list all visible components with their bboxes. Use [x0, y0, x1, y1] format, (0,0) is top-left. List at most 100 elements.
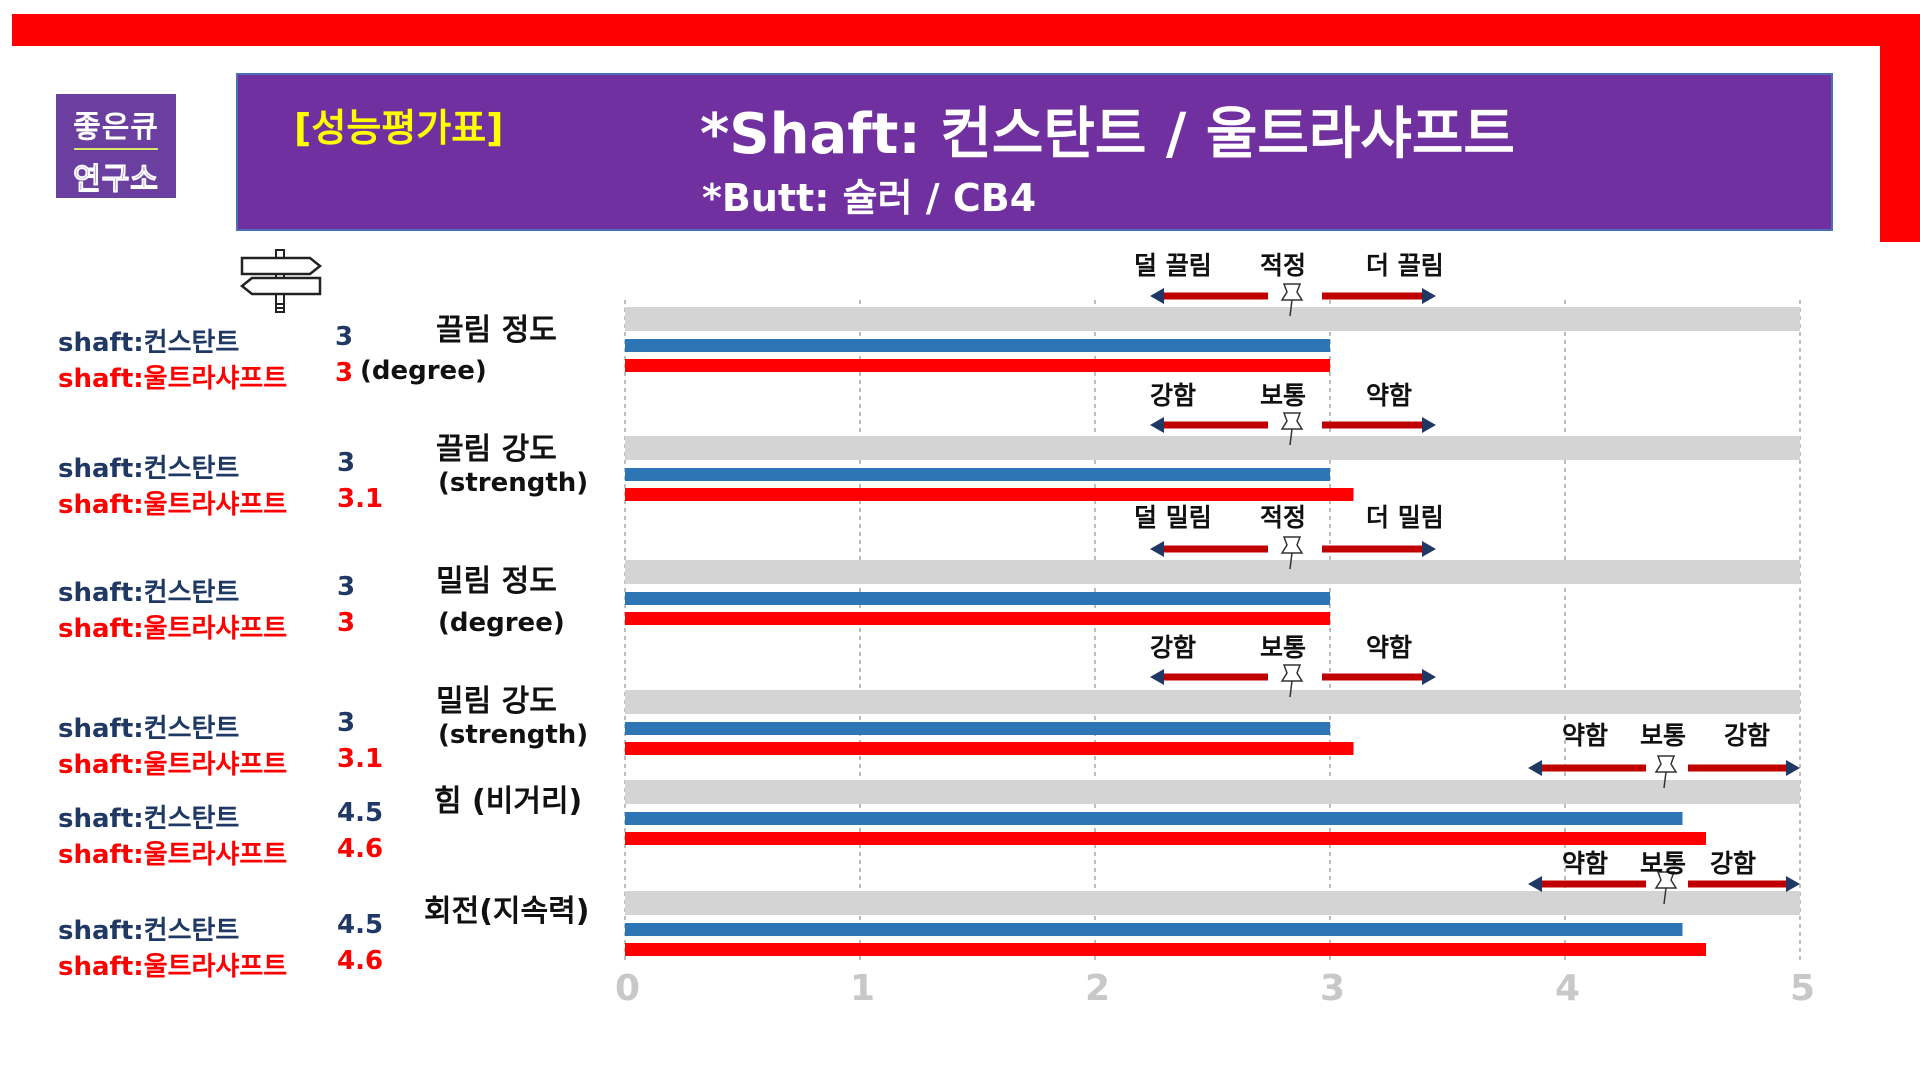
series-name-label: shaft:울트라샤프트 — [58, 364, 288, 394]
series-name-label: shaft:울트라샤프트 — [58, 490, 288, 520]
left-arrowhead — [1150, 669, 1164, 685]
value-label: 3.1 — [337, 744, 384, 774]
value-label: 4.5 — [337, 910, 384, 940]
series-name-label: shaft:컨스탄트 — [58, 328, 240, 358]
value-label: 3 — [337, 608, 356, 638]
category-label: 밀림 정도 — [436, 564, 557, 599]
value-label: 3 — [337, 572, 356, 602]
category-label: 힘 (비거리) — [434, 784, 583, 819]
right-arrowhead — [1786, 760, 1800, 776]
category-label: 끌림 강도 — [436, 432, 557, 467]
bar-constant — [625, 468, 1330, 481]
scale-label: 덜 밀림 — [1134, 503, 1212, 532]
series-name-label: shaft:컨스탄트 — [58, 578, 240, 608]
scale-label: 보통 — [1640, 721, 1687, 750]
scale-label: 보통 — [1260, 633, 1307, 662]
pushpin-needle — [1289, 428, 1293, 446]
x-tick-label: 1 — [850, 968, 876, 1009]
track-bar — [625, 560, 1800, 584]
series-name-label: shaft:컨스탄트 — [58, 916, 240, 946]
scale-label: 더 밀림 — [1366, 503, 1444, 532]
signpost-icon — [239, 249, 323, 313]
value-label: 4.6 — [337, 834, 384, 864]
left-arrowhead — [1150, 541, 1164, 557]
left-arrowhead — [1150, 417, 1164, 433]
right-arrowhead — [1422, 417, 1436, 433]
pushpin-icon — [1280, 664, 1304, 682]
logo-line1: 좋은큐 — [73, 110, 159, 145]
series-name-label: shaft:컨스탄트 — [58, 804, 240, 834]
scale-label: 약함 — [1366, 381, 1413, 410]
category-sublabel: (strength) — [438, 468, 589, 498]
x-tick-label: 4 — [1555, 968, 1581, 1009]
scale-label: 강함 — [1150, 381, 1197, 410]
value-label: 3 — [337, 708, 356, 738]
track-bar — [625, 891, 1800, 915]
bar-constant — [625, 339, 1330, 352]
bar-constant — [625, 592, 1330, 605]
scale-label: 적정 — [1260, 503, 1307, 532]
logo: 좋은큐 연구소 — [56, 94, 176, 198]
x-tick-label: 2 — [1085, 968, 1111, 1009]
category-sublabel: (degree) — [360, 356, 487, 386]
value-label: 4.6 — [337, 946, 384, 976]
right-red-frame — [1880, 14, 1920, 242]
x-tick-label: 0 — [615, 968, 641, 1009]
top-red-frame — [12, 14, 1882, 46]
category-sublabel: (strength) — [438, 720, 589, 750]
series-name-label: shaft:컨스탄트 — [58, 714, 240, 744]
right-arrowhead — [1422, 541, 1436, 557]
pushpin-needle — [1289, 552, 1293, 570]
pushpin-icon — [1280, 536, 1304, 554]
series-name-label: shaft:울트라샤프트 — [58, 750, 288, 780]
scale-label: 강함 — [1150, 633, 1197, 662]
banner-tag: [성능평가표] — [294, 106, 504, 150]
left-arrowhead — [1528, 876, 1542, 892]
right-arrowhead — [1786, 876, 1800, 892]
bar-ultra — [625, 943, 1706, 956]
x-tick-label: 5 — [1790, 968, 1816, 1009]
category-label: 밀림 강도 — [436, 684, 557, 719]
value-label: 3 — [335, 358, 354, 388]
pushpin-needle — [1289, 299, 1293, 317]
value-label: 3 — [337, 448, 356, 478]
scale-label: 약함 — [1562, 721, 1609, 750]
scale-label: 적정 — [1260, 251, 1307, 280]
banner-subtitle: *Butt: 슐러 / CB4 — [702, 176, 1037, 220]
bar-constant — [625, 923, 1683, 936]
track-bar — [625, 307, 1800, 331]
banner-title: *Shaft: 컨스탄트 / 울트라샤프트 — [700, 102, 1515, 167]
pushpin-icon — [1280, 283, 1304, 301]
category-sublabel: (degree) — [438, 608, 565, 638]
bar-constant — [625, 812, 1683, 825]
track-bar — [625, 436, 1800, 460]
pushpin-icon — [1280, 412, 1304, 430]
series-name-label: shaft:컨스탄트 — [58, 454, 240, 484]
scale-label: 덜 끌림 — [1134, 251, 1212, 280]
x-tick-label: 3 — [1320, 968, 1346, 1009]
bar-ultra — [625, 742, 1354, 755]
left-arrowhead — [1150, 288, 1164, 304]
value-label: 4.5 — [337, 798, 384, 828]
scale-label: 강함 — [1724, 721, 1771, 750]
pushpin-needle — [1289, 680, 1293, 698]
series-name-label: shaft:울트라샤프트 — [58, 840, 288, 870]
scale-label: 보통 — [1640, 849, 1687, 878]
title-banner: [성능평가표] *Shaft: 컨스탄트 / 울트라샤프트 *Butt: 슐러 … — [236, 73, 1833, 231]
track-bar — [625, 780, 1800, 804]
pushpin-needle — [1663, 771, 1667, 789]
left-arrowhead — [1528, 760, 1542, 776]
pushpin-icon — [1654, 755, 1678, 773]
scale-label: 약함 — [1562, 849, 1609, 878]
bar-constant — [625, 722, 1330, 735]
track-bar — [625, 690, 1800, 714]
category-label: 끌림 정도 — [436, 313, 557, 348]
scale-label: 더 끌림 — [1366, 251, 1444, 280]
value-label: 3 — [335, 322, 354, 352]
scale-label: 강함 — [1710, 849, 1757, 878]
scale-label: 약함 — [1366, 633, 1413, 662]
scale-label: 보통 — [1260, 381, 1307, 410]
right-arrowhead — [1422, 669, 1436, 685]
bar-ultra — [625, 488, 1354, 501]
